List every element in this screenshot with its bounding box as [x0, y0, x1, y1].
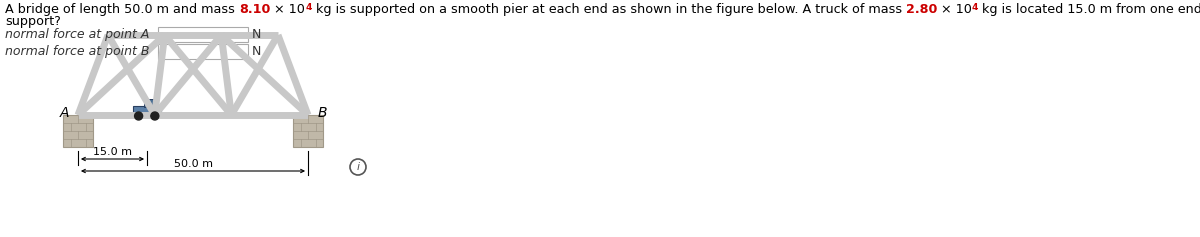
Text: 4: 4 [972, 3, 978, 12]
Text: 50.0 m: 50.0 m [174, 159, 212, 169]
Text: 8.10: 8.10 [239, 3, 270, 16]
Text: i: i [356, 163, 360, 173]
Text: 4: 4 [305, 3, 312, 12]
Text: normal force at point B: normal force at point B [5, 45, 150, 58]
Bar [293, 115, 323, 147]
Text: 2.80: 2.80 [906, 3, 937, 16]
Text: × 10: × 10 [937, 3, 972, 16]
Text: × 10: × 10 [270, 3, 305, 16]
Bar [144, 99, 156, 107]
Bar [133, 106, 161, 115]
Text: kg is located 15.0 m from one end. What are the forces on the bridge at the poin: kg is located 15.0 m from one end. What … [978, 3, 1200, 16]
Text: A: A [59, 106, 68, 120]
Text: 15.0 m: 15.0 m [94, 147, 132, 157]
FancyBboxPatch shape [158, 44, 248, 59]
Circle shape [134, 112, 143, 120]
Text: A bridge of length 50.0 m and mass: A bridge of length 50.0 m and mass [5, 3, 239, 16]
Text: normal force at point A: normal force at point A [5, 28, 149, 41]
Text: N: N [252, 45, 262, 58]
FancyBboxPatch shape [158, 27, 248, 42]
Circle shape [151, 112, 158, 120]
Bar [64, 115, 94, 147]
Text: N: N [252, 28, 262, 41]
Text: B: B [317, 106, 326, 120]
Text: kg is supported on a smooth pier at each end as shown in the figure below. A tru: kg is supported on a smooth pier at each… [312, 3, 906, 16]
Text: support?: support? [5, 15, 61, 28]
